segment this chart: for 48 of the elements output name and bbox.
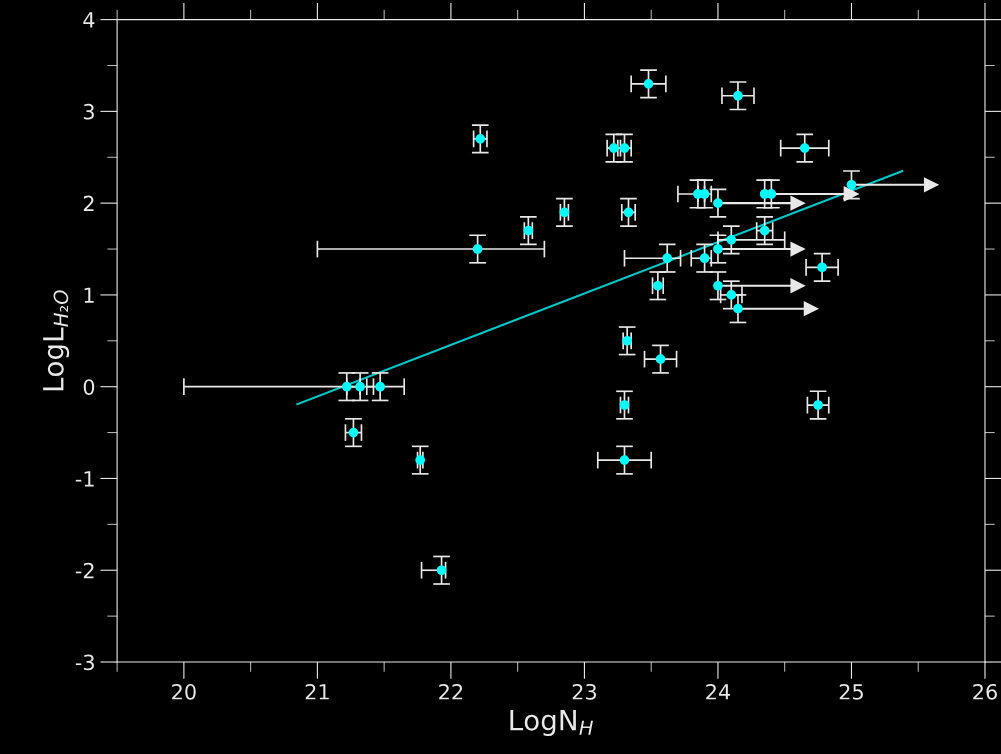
x-tick-label: 22 [439, 683, 463, 700]
y-tick-label: 4 [83, 12, 95, 28]
point [375, 381, 386, 392]
x-tick-label: 25 [839, 683, 863, 700]
x-tick-label: 24 [706, 683, 731, 700]
y-tick-label: 2 [83, 195, 94, 212]
point [813, 400, 823, 410]
point [846, 179, 857, 190]
x-tick-label: 23 [572, 683, 597, 700]
x-axis-title: LogN$_{H}$ [510, 710, 593, 737]
point [623, 207, 634, 218]
point [355, 381, 365, 392]
point [799, 143, 810, 153]
x-tick-label: 26 [973, 683, 997, 700]
y-tick-label: 0 [83, 379, 95, 395]
point [726, 290, 737, 300]
point [559, 207, 570, 218]
point [713, 198, 723, 209]
point [643, 78, 654, 89]
y-tick-label: 1 [84, 287, 94, 303]
point [523, 225, 534, 236]
point [817, 262, 827, 273]
point [713, 280, 723, 291]
point [472, 244, 483, 254]
point [619, 455, 630, 465]
point [619, 400, 630, 410]
point [713, 244, 723, 254]
y-axis-title: LogL$_{H₂O}$ [43, 290, 70, 391]
point [726, 234, 737, 245]
point [699, 253, 710, 264]
point [733, 303, 743, 314]
y-tick-label: 3 [83, 103, 94, 120]
point [759, 225, 770, 236]
point [622, 335, 633, 346]
point [341, 381, 352, 392]
point [475, 134, 486, 144]
point [733, 90, 743, 101]
y-tick-label: -3 [75, 654, 94, 671]
point [662, 253, 673, 264]
point [653, 280, 663, 291]
point [436, 565, 447, 576]
x-tick-label: 21 [305, 683, 329, 700]
point [415, 455, 426, 465]
point [348, 427, 359, 438]
y-tick-label: -2 [75, 562, 94, 579]
x-tick-label: 20 [172, 683, 196, 700]
y-tick-label: -1 [75, 471, 94, 487]
point [655, 354, 666, 365]
